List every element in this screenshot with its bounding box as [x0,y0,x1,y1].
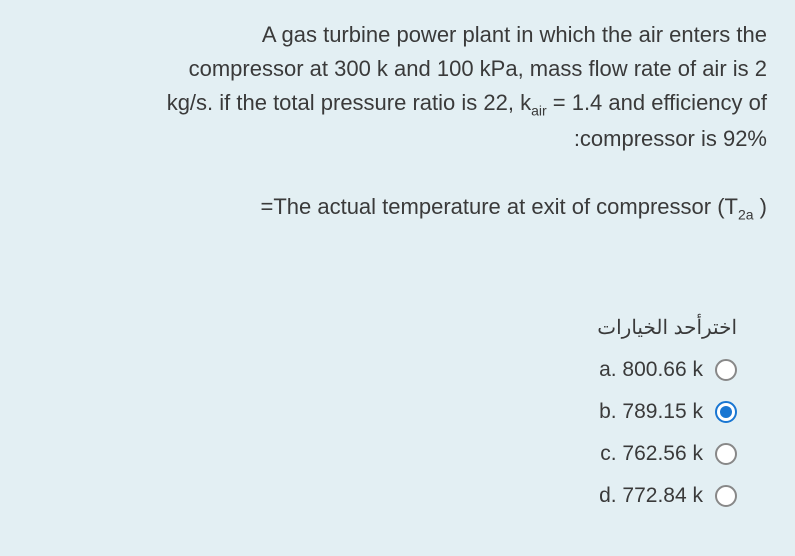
radio-c[interactable] [715,443,737,465]
option-c[interactable]: c. 762.56 k [28,442,767,466]
option-a-letter: a. [599,358,617,381]
question-line-4: :compressor is 92% [574,126,767,151]
question-line-3-pre: kg/s. if the total pressure ratio is 22,… [167,90,531,115]
radio-d[interactable] [715,485,737,507]
option-d-text: d. 772.84 k [599,484,703,508]
question-line-2: compressor at 300 k and 100 kPa, mass fl… [189,56,767,81]
question-line-5-sub: 2a [738,207,754,223]
option-a-value: 800.66 k [622,358,703,381]
question-card: A gas turbine power plant in which the a… [0,0,795,556]
option-b-text: b. 789.15 k [599,400,703,424]
option-b[interactable]: b. 789.15 k [28,400,767,424]
option-b-value: 789.15 k [622,400,703,423]
question-text: A gas turbine power plant in which the a… [28,18,767,227]
option-a[interactable]: a. 800.66 k [28,358,767,382]
radio-b[interactable] [715,401,737,423]
question-line-3-post: = 1.4 and efficiency of [547,90,767,115]
option-d[interactable]: d. 772.84 k [28,484,767,508]
option-d-value: 772.84 k [622,484,703,507]
question-line-5-post: ) [754,194,767,219]
question-line-3-sub: air [531,103,547,119]
option-c-text: c. 762.56 k [600,442,703,466]
option-d-letter: d. [599,484,617,507]
radio-a[interactable] [715,359,737,381]
options-label: اخترأحد الخيارات [28,315,767,340]
options-section: اخترأحد الخيارات a. 800.66 k b. 789.15 k… [28,315,767,526]
radio-b-inner [720,406,732,418]
option-c-value: 762.56 k [622,442,703,465]
question-line-1: A gas turbine power plant in which the a… [262,22,767,47]
option-a-text: a. 800.66 k [599,358,703,382]
question-line-5-pre: =The actual temperature at exit of compr… [260,194,737,219]
option-c-letter: c. [600,442,616,465]
option-b-letter: b. [599,400,617,423]
